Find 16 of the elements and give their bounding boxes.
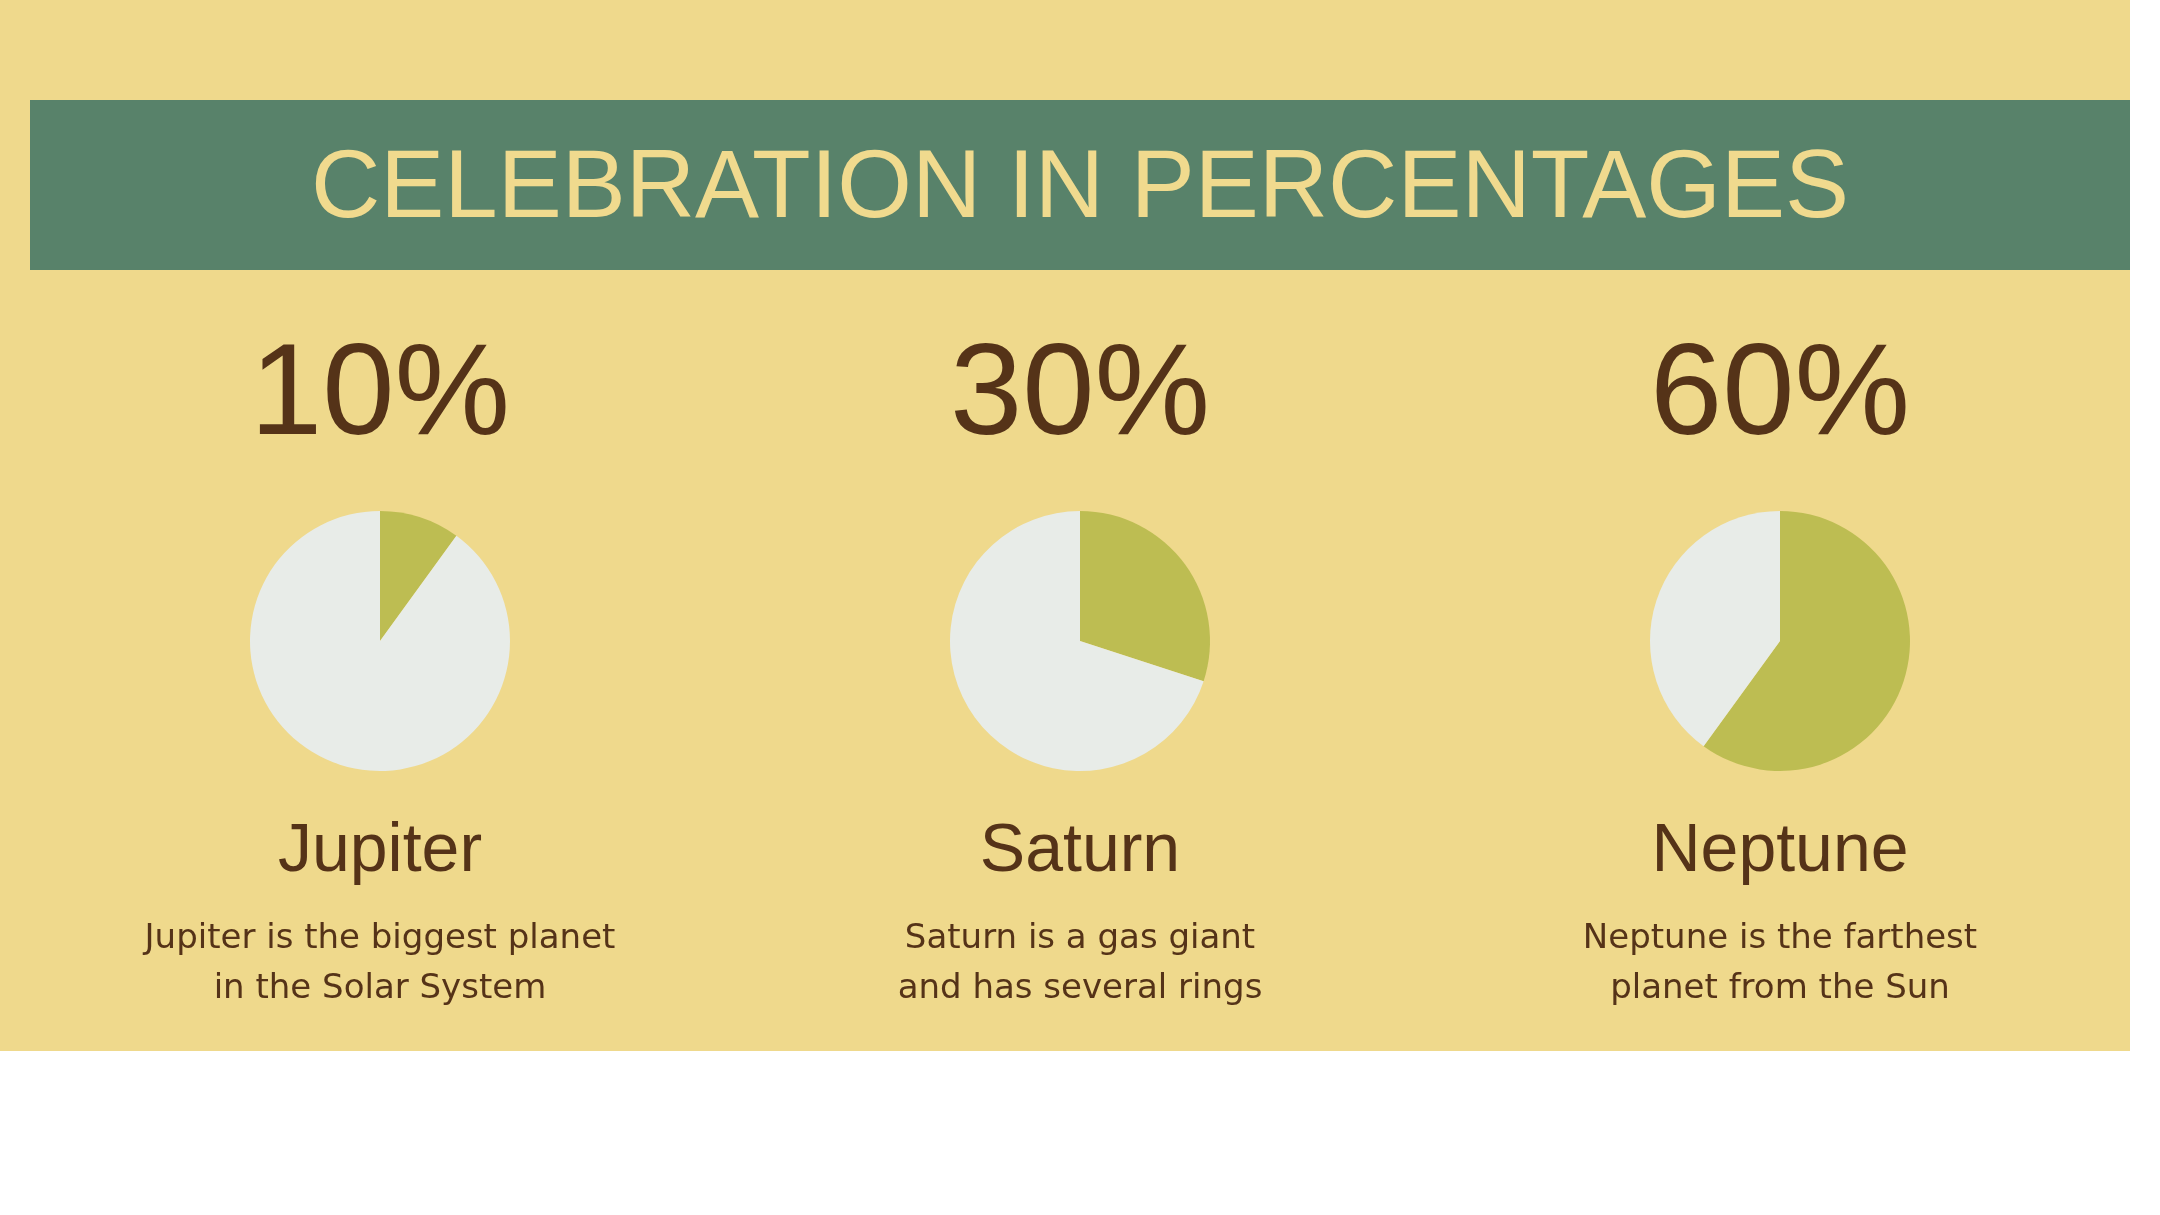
pie-slice (1080, 511, 1210, 682)
pie-slice (1650, 511, 1780, 747)
chart-title: 60% (1649, 316, 1911, 462)
pie-slice (1703, 511, 1910, 771)
text: Saturn is a gas giant and has several rings (897, 916, 1263, 1006)
text: Jupiter is the biggest planet in the Solar System (142, 916, 616, 1006)
pie-slice (250, 511, 510, 771)
text: Neptune (1651, 809, 1909, 885)
text: Neptune is the farthest planet from the Sun (1582, 916, 1978, 1006)
text: Jupiter (277, 809, 483, 885)
pie-slice (950, 511, 1204, 771)
text: Saturn (979, 809, 1181, 885)
text: CELEBRATION IN PERCENTAGES (310, 130, 1850, 237)
pie-slice (380, 511, 457, 641)
chart-title: 10% (249, 316, 511, 462)
chart-title: 30% (949, 316, 1211, 462)
